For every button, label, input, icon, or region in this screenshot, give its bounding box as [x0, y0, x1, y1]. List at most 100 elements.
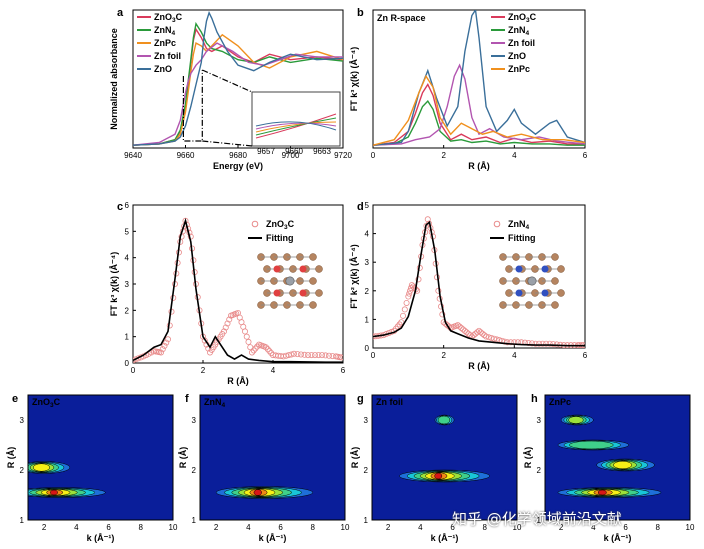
- panel-a-legend-label: Zn foil: [154, 51, 181, 61]
- panel-c-series-zno3c-point: [222, 324, 229, 331]
- panel-b-axes: 0 2 4 6 R (Å) FT k³ χ(k) (Å⁻⁴): [349, 9, 588, 171]
- panel-c-legend-label: Fitting: [266, 233, 294, 243]
- panel-c-series-zno3c-point: [318, 352, 325, 359]
- panel-d-series-znn4-point: [546, 340, 553, 347]
- watermark: 知乎 @化学领域前沿文献: [452, 510, 622, 528]
- panel-a-xtick-label: 9700: [282, 151, 300, 160]
- panel-e-ytick-label: 3: [20, 416, 25, 425]
- panel-b-title: Zn R-space: [377, 13, 426, 23]
- panel-g-background: [372, 395, 517, 520]
- panel-h-frame: [544, 394, 691, 521]
- panel-a-xlabel: Energy (eV): [213, 161, 263, 171]
- panel-d-series-znn4-point: [507, 339, 514, 346]
- panel-d-xlabel: R (Å): [468, 361, 490, 371]
- panel-h-xtick-label: 6: [623, 523, 628, 532]
- panel-h-xlabel: k (Å⁻¹): [604, 533, 632, 543]
- panel-g-contour-level: [434, 472, 443, 480]
- panel-a-inset-curve: [255, 122, 337, 130]
- panel-e-xtick-label: 2: [42, 523, 47, 532]
- panel-d-ytick-label: 2: [365, 287, 370, 296]
- panel-h-contour-level: [568, 416, 584, 424]
- panel-a-ylabel: Normalized absorbance: [109, 28, 119, 130]
- panel-b-legend-label: ZnO3C: [508, 12, 537, 24]
- panel-c-xtick-label: 2: [201, 366, 206, 375]
- panel-c-series-zno3c-point: [301, 351, 308, 358]
- panel-d-series-znn4-point: [454, 322, 461, 329]
- panel-f-background: [200, 395, 345, 520]
- panel-g-xtick-label: 8: [483, 523, 488, 532]
- panel-c-atom-c: [309, 253, 317, 261]
- panel-d-ytick-label: 0: [365, 344, 370, 353]
- panel-d-series-znn4-point: [405, 293, 412, 300]
- panel-a-xtick-label: 9640: [124, 151, 142, 160]
- panel-c-series-zno3c-point: [315, 352, 322, 359]
- panel-c-series-zno3c-point: [250, 347, 257, 354]
- panel-a-inset-curve: [255, 121, 337, 131]
- panel-g-name: Zn foil: [376, 397, 403, 407]
- panel-a-zoom-line: [202, 140, 253, 147]
- panel-a-zoom-line: [202, 69, 253, 93]
- panel-a-inset-tick: 9660: [285, 147, 303, 156]
- panel-c-ytick-label: 1: [125, 333, 130, 342]
- panel-a-inset-tick: 9663: [313, 147, 331, 156]
- panel-f-xtick-label: 4: [246, 523, 251, 532]
- panel-c-series-zno3c-point: [311, 352, 318, 359]
- panel-c-xtick-label: 6: [341, 366, 346, 375]
- panel-g-ytick-label: 2: [364, 466, 369, 475]
- panel-d-axes: 0 2 4 6 0 1 2 3 4 5 R (Å) FT k² χ(k) (Å⁻⁴): [349, 201, 588, 371]
- panel-d-series-znn4-point: [504, 339, 511, 346]
- panel-b-series-zn-foil: [373, 63, 585, 146]
- panel-f-xlabel: k (Å⁻¹): [259, 533, 287, 543]
- panel-a-legend-label: ZnO: [154, 64, 172, 74]
- panel-a-inset-curve: [255, 117, 337, 136]
- panel-f-contour-level: [253, 489, 262, 496]
- panel-h-letter: h: [531, 393, 538, 405]
- panel-g-ytick-label: 1: [364, 516, 369, 525]
- panel-h-ylabel: R (Å): [523, 447, 533, 469]
- panel-a-letter: a: [117, 7, 124, 19]
- panel-f-ylabel: R (Å): [178, 447, 188, 469]
- panel-d-series-znn4-point: [461, 327, 468, 334]
- panel-h-contour-level: [613, 460, 633, 470]
- panel-d-series-znn4-point: [401, 306, 408, 313]
- panel-f-contours: [215, 486, 314, 499]
- panel-h-xtick-label: 10: [686, 523, 695, 532]
- panel-a-xtick-label: 9660: [177, 151, 195, 160]
- panel-c-series-zno3c-point: [243, 333, 250, 340]
- panel-d-xtick-label: 0: [371, 351, 376, 360]
- panel-c-series-zno3c-point: [163, 339, 170, 346]
- panel-e-xtick-label: 8: [139, 523, 144, 532]
- panel-a-xtick-label: 9720: [334, 151, 352, 160]
- panel-d-atom-c: [557, 265, 565, 273]
- panel-e-ylabel: R (Å): [6, 447, 16, 469]
- panel-a-series-znn4: [133, 21, 343, 146]
- panel-d-legend-swatch: [493, 220, 501, 228]
- panel-d-series-znn4-point: [479, 330, 486, 337]
- panel-b-xtick-label: 0: [371, 151, 376, 160]
- panel-c-series-zno3c-point: [266, 348, 273, 355]
- panel-a-inset: [251, 91, 341, 147]
- panel-c-series-zno3c-point: [264, 346, 271, 353]
- panel-b-xtick-label: 6: [583, 151, 588, 160]
- panel-f-ytick-label: 1: [192, 516, 197, 525]
- panel-d-series-znn4-point: [460, 326, 467, 333]
- panel-d-series-znn4-point: [458, 324, 465, 331]
- panel-d-ytick-label: 3: [365, 258, 370, 267]
- panel-a-axes: 9640 9660 9680 9700 9720 Energy (eV) Normalize…: [109, 9, 352, 171]
- panel-b-ylabel: FT k³ χ(k) (Å⁻⁴): [349, 47, 359, 111]
- panel-d-structure-model: [499, 253, 565, 309]
- panel-d-series-znn4-point: [488, 334, 495, 341]
- panel-c-letter: c: [117, 201, 123, 213]
- panel-c-atom-c: [309, 277, 317, 285]
- panel-c-legend-swatch: [251, 220, 259, 228]
- panel-d-series-znn4-point: [485, 334, 492, 341]
- panel-b-xtick-label: 4: [512, 151, 517, 160]
- panel-b-legend-label: Zn foil: [508, 38, 535, 48]
- panel-c-atom-c: [315, 289, 323, 297]
- panel-d-xtick-label: 2: [441, 351, 446, 360]
- panel-c-series-zno3c-point: [220, 328, 227, 335]
